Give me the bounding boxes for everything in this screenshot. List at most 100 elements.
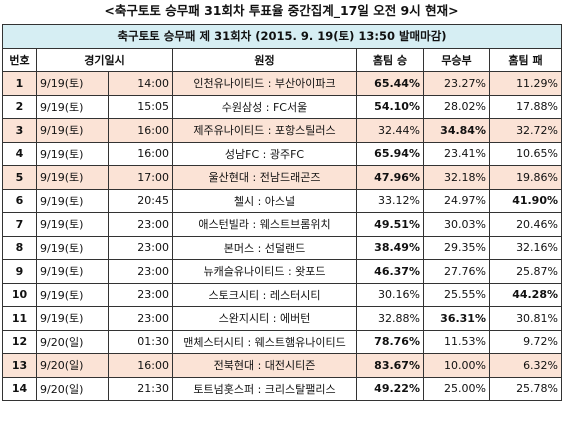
home-win-rate: 33.12% (356, 188, 424, 213)
home-win-rate: 32.44% (356, 118, 424, 143)
match-date: 9/20(일) (36, 329, 109, 354)
match-time: 17:00 (108, 165, 173, 190)
match-time: 23:00 (108, 259, 173, 284)
table-row: 13 9/20(일) 16:00 전북현대 : 대전시티즌 83.67% 10.00% 6.… (2, 353, 563, 378)
table-row: 11 9/19(토) 23:00 스완지시티 : 에버턴 32.88% 36.31% 30.… (2, 306, 563, 331)
match-time: 23:00 (108, 235, 173, 260)
home-win-rate: 65.94% (356, 141, 424, 166)
match-name: 스토크시티 : 레스터시티 (172, 282, 357, 307)
match-name: 울산현대 : 전남드래곤즈 (172, 165, 357, 190)
draw-rate: 23.27% (423, 71, 490, 96)
row-number: 2 (2, 94, 37, 119)
draw-rate: 30.03% (423, 212, 490, 237)
row-number: 9 (2, 259, 37, 284)
draw-rate: 29.35% (423, 235, 490, 260)
draw-rate: 36.31% (423, 306, 490, 331)
column-no: 번호 (2, 47, 37, 72)
match-name: 토트넘홋스퍼 : 크리스탈팰리스 (172, 376, 357, 401)
match-name: 제주유나이티드 : 포항스틸러스 (172, 118, 357, 143)
table-row: 10 9/19(토) 23:00 스토크시티 : 레스터시티 30.16% 25.55% 4… (2, 282, 563, 307)
match-date: 9/19(토) (36, 165, 109, 190)
match-name: 뉴캐슬유나이티드 : 왓포드 (172, 259, 357, 284)
column-datetime: 경기일시 (36, 47, 173, 72)
match-time: 14:00 (108, 71, 173, 96)
home-loss-rate: 9.72% (488, 329, 563, 354)
home-loss-rate: 6.32% (488, 353, 563, 378)
draw-rate: 32.18% (423, 165, 490, 190)
home-win-rate: 32.88% (356, 306, 424, 331)
match-date: 9/19(토) (36, 282, 109, 307)
match-date: 9/19(토) (36, 71, 109, 96)
row-number: 8 (2, 235, 37, 260)
match-time: 16:00 (108, 353, 173, 378)
row-number: 13 (2, 353, 37, 378)
draw-rate: 27.76% (423, 259, 490, 284)
home-win-rate: 46.37% (356, 259, 424, 284)
table-row: 14 9/20(일) 21:30 토트넘홋스퍼 : 크리스탈팰리스 49.22% 25.0… (2, 376, 563, 401)
home-loss-rate: 30.81% (488, 306, 563, 331)
table-row: 2 9/19(토) 15:05 수원삼성 : FC서울 54.10% 28.02% 17.8… (2, 94, 563, 119)
row-number: 7 (2, 212, 37, 237)
match-time: 23:00 (108, 306, 173, 331)
vote-rate-table: 축구토토 승무패 제 31회차 (2015. 9. 19(토) 13:50 발매… (1, 24, 563, 401)
row-number: 4 (2, 141, 37, 166)
match-date: 9/20(일) (36, 353, 109, 378)
match-time: 23:00 (108, 282, 173, 307)
match-name: 전북현대 : 대전시티즌 (172, 353, 357, 378)
row-number: 3 (2, 118, 37, 143)
row-number: 11 (2, 306, 37, 331)
home-win-rate: 47.96% (356, 165, 424, 190)
row-number: 1 (2, 71, 37, 96)
draw-rate: 34.84% (423, 118, 490, 143)
match-date: 9/19(토) (36, 212, 109, 237)
column-draw: 무승부 (423, 47, 490, 72)
match-date: 9/19(토) (36, 118, 109, 143)
home-win-rate: 54.10% (356, 94, 424, 119)
draw-rate: 28.02% (423, 94, 490, 119)
home-win-rate: 83.67% (356, 353, 424, 378)
match-date: 9/19(토) (36, 259, 109, 284)
row-number: 6 (2, 188, 37, 213)
draw-rate: 24.97% (423, 188, 490, 213)
draw-rate: 25.00% (423, 376, 490, 401)
match-time: 20:45 (108, 188, 173, 213)
home-loss-rate: 10.65% (488, 141, 563, 166)
column-match: 원정 (172, 47, 357, 72)
table-row: 3 9/19(토) 16:00 제주유나이티드 : 포항스틸러스 32.44% 34.84… (2, 118, 563, 143)
home-loss-rate: 11.29% (488, 71, 563, 96)
row-number: 10 (2, 282, 37, 307)
page-title: <축구토토 승무패 31회차 투표율 중간집계_17일 오전 9시 현재> (104, 3, 459, 18)
match-time: 16:00 (108, 141, 173, 166)
match-name: 수원삼성 : FC서울 (172, 94, 357, 119)
match-name: 맨체스터시티 : 웨스트햄유나이티드 (172, 329, 357, 354)
table-row: 5 9/19(토) 17:00 울산현대 : 전남드래곤즈 47.96% 32.18% 19… (2, 165, 563, 190)
match-name: 애스턴빌라 : 웨스트브롬위치 (172, 212, 357, 237)
row-number: 5 (2, 165, 37, 190)
column-home-win: 홈팀 승 (356, 47, 424, 72)
home-loss-rate: 32.72% (488, 118, 563, 143)
draw-rate: 23.41% (423, 141, 490, 166)
match-date: 9/19(토) (36, 235, 109, 260)
table-row: 6 9/19(토) 20:45 첼시 : 아스널 33.12% 24.97% 41.90% (2, 188, 563, 213)
match-time: 16:00 (108, 118, 173, 143)
table-row: 1 9/19(토) 14:00 인천유나이티드 : 부산아이파크 65.44% 23.27… (2, 71, 563, 96)
match-date: 9/20(일) (36, 376, 109, 401)
home-win-rate: 65.44% (356, 71, 424, 96)
home-loss-rate: 44.28% (488, 282, 563, 307)
home-win-rate: 78.76% (356, 329, 424, 354)
match-time: 01:30 (108, 329, 173, 354)
column-home-loss: 홈팀 패 (488, 47, 563, 72)
match-name: 인천유나이티드 : 부산아이파크 (172, 71, 357, 96)
home-loss-rate: 20.46% (488, 212, 563, 237)
match-date: 9/19(토) (36, 306, 109, 331)
match-name: 성남FC : 광주FC (172, 141, 357, 166)
home-win-rate: 38.49% (356, 235, 424, 260)
match-name: 본머스 : 선덜랜드 (172, 235, 357, 260)
table-header-row: 축구토토 승무패 제 31회차 (2015. 9. 19(토) 13:50 발매… (1, 24, 563, 49)
home-loss-rate: 41.90% (488, 188, 563, 213)
match-time: 23:00 (108, 212, 173, 237)
row-number: 12 (2, 329, 37, 354)
draw-rate: 11.53% (423, 329, 490, 354)
match-date: 9/19(토) (36, 141, 109, 166)
home-win-rate: 30.16% (356, 282, 424, 307)
